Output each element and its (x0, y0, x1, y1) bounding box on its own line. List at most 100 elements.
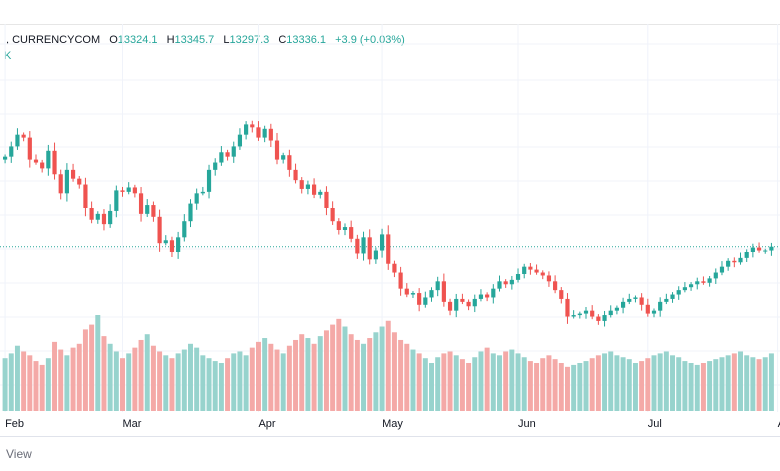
candle-body (392, 263, 397, 273)
x-tick-label: Jul (648, 418, 662, 430)
volume-bar (163, 355, 169, 411)
candle-body (330, 208, 335, 222)
volume-bar (571, 364, 577, 411)
candle-body (237, 134, 243, 147)
volume-bar (101, 336, 107, 411)
volume-bar (564, 366, 570, 411)
candle-body (509, 279, 514, 285)
candle-body (639, 297, 644, 305)
candle-body (3, 156, 8, 160)
volume-bar (144, 334, 150, 411)
volume-bar (175, 353, 181, 411)
volume-bar (169, 358, 175, 411)
volume-bar (410, 349, 416, 411)
change-value: +3.9 (+0.03%) (335, 34, 405, 46)
volume-bar (657, 353, 663, 411)
candle-body (114, 190, 119, 211)
open-value: 13324.1 (117, 34, 158, 46)
close-value: 13336.1 (286, 34, 327, 46)
candle-body (621, 301, 626, 308)
volume-bar (725, 355, 731, 411)
volume-bar (14, 345, 20, 411)
volume-bar (595, 355, 601, 411)
candle-body (590, 310, 595, 317)
candle-body (515, 274, 521, 280)
volume-bar (70, 347, 76, 411)
volume-bar (694, 364, 700, 411)
candle-body (713, 272, 718, 279)
volume-bar (58, 349, 64, 411)
candle-body (676, 290, 681, 295)
volume-bar (756, 359, 762, 411)
candle-body (503, 281, 508, 285)
candle-body (138, 193, 144, 214)
volume-bar (466, 363, 472, 411)
volume-bar (472, 357, 478, 411)
candle-body (756, 247, 762, 251)
candle-body (386, 234, 391, 264)
candle-body (95, 213, 100, 220)
volume-bar (200, 355, 206, 411)
candle-body (410, 293, 416, 295)
volume-bar (45, 358, 51, 411)
candle-body (293, 169, 298, 181)
volume-bar (503, 351, 509, 411)
open-label: O (109, 34, 118, 46)
candle-body (126, 187, 131, 192)
candle-body (423, 297, 428, 305)
candle-body (40, 162, 45, 169)
volume-bar (274, 349, 280, 411)
volume-bar (676, 357, 682, 411)
candle-body (750, 247, 755, 252)
volume-bar (589, 358, 595, 411)
volume-bar (76, 343, 82, 411)
volume-bar (688, 363, 694, 411)
volume-bar (336, 318, 342, 411)
volume-bar (546, 355, 552, 411)
candle-body (206, 169, 212, 192)
high-value: 13345.7 (174, 34, 215, 46)
volume-bar (280, 353, 286, 411)
volume-bar (373, 332, 379, 411)
candle-body (349, 227, 354, 239)
volume-bar (744, 355, 750, 411)
candlesticks (3, 120, 774, 327)
volume-bar (459, 359, 465, 411)
candle-body (614, 307, 619, 311)
volume-bar (330, 324, 336, 411)
candle-body (695, 281, 700, 285)
candle-body (101, 213, 107, 225)
volume-bar (385, 320, 391, 411)
volume-bar (293, 339, 299, 411)
volume-bar (33, 361, 39, 411)
candle-body (596, 316, 601, 321)
price-chart[interactable]: Feb Mar Apr May Jun Jul Aug (0, 24, 780, 436)
volume-bar (663, 351, 669, 411)
candle-body (324, 191, 329, 208)
volume-bar (534, 363, 540, 411)
candle-body (182, 221, 187, 238)
volume-bar (361, 343, 367, 411)
candle-body (268, 128, 273, 141)
candle-body (151, 205, 156, 217)
candle-body (522, 266, 527, 274)
candle-body (664, 298, 669, 302)
x-tick-label: May (382, 418, 403, 430)
volume-bar (707, 361, 713, 411)
volume-bar (212, 361, 218, 411)
volume-bar (113, 351, 119, 411)
candle-body (77, 178, 82, 185)
volume-bar (181, 349, 187, 411)
candle-body (447, 301, 453, 311)
volume-bar (620, 357, 626, 411)
candle-body (651, 310, 657, 314)
volume-bar (602, 353, 608, 411)
volume-bar (398, 339, 404, 411)
candle-body (361, 237, 366, 254)
volume-bar (416, 353, 422, 411)
volume-bar (762, 357, 768, 411)
view-link[interactable]: View (6, 447, 32, 461)
volume-legend: K (4, 50, 12, 62)
volume-bar (138, 339, 144, 411)
volume-bar (404, 343, 410, 411)
